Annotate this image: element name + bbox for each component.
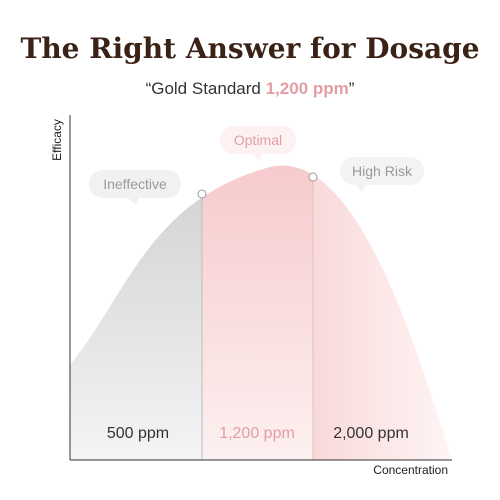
- zone-high-risk: [313, 165, 452, 460]
- zone-label: 2,000 ppm: [333, 425, 409, 442]
- zone-label: 500 ppm: [107, 425, 169, 442]
- callout: Optimal: [220, 126, 296, 161]
- callout: High Risk: [340, 157, 424, 192]
- subtitle-text: “Gold Standard: [146, 79, 261, 98]
- point: [308, 172, 318, 182]
- title: The Right Answer for Dosage: [20, 32, 479, 65]
- subtitle: “Gold Standard 1,200 ppm”: [146, 79, 355, 98]
- zone-label: 1,200 ppm: [219, 425, 295, 442]
- callout-label: High Risk: [352, 163, 413, 179]
- callout-label: Ineffective: [103, 176, 167, 192]
- callout: Ineffective: [89, 170, 181, 205]
- subtitle-quote: ”: [349, 79, 355, 98]
- callout-label: Optimal: [234, 132, 282, 148]
- y-axis-label: Efficacy: [50, 119, 64, 161]
- point: [197, 189, 207, 199]
- x-axis-label: Concentration: [373, 463, 448, 477]
- subtitle-highlight: 1,200 ppm: [266, 79, 349, 98]
- zone-optimal: [202, 165, 313, 460]
